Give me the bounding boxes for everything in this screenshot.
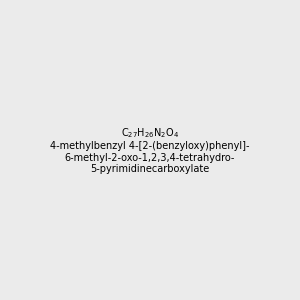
- Text: C$_{27}$H$_{26}$N$_2$O$_4$
4-methylbenzyl 4-[2-(benzyloxy)phenyl]-
6-methyl-2-ox: C$_{27}$H$_{26}$N$_2$O$_4$ 4-methylbenzy…: [50, 126, 250, 174]
